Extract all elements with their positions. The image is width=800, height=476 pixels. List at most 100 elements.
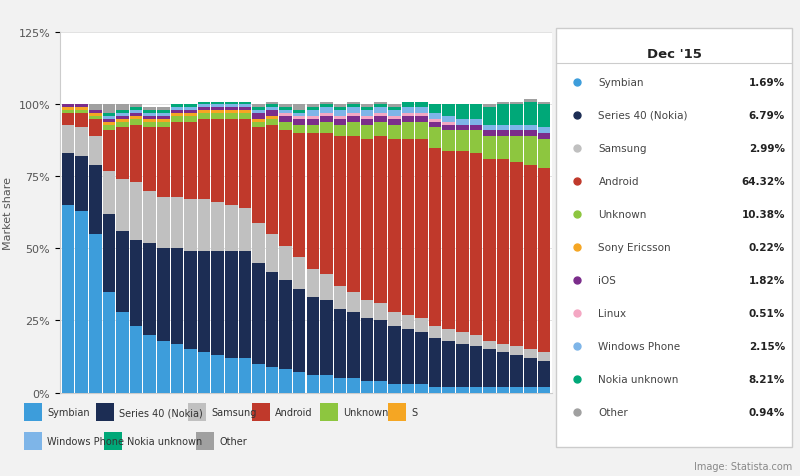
Bar bbox=[442, 122, 455, 125]
Bar bbox=[198, 105, 210, 108]
Y-axis label: Market share: Market share bbox=[3, 177, 13, 249]
Text: Symbian: Symbian bbox=[598, 78, 644, 88]
Bar bbox=[334, 105, 346, 108]
Bar bbox=[157, 119, 170, 122]
Bar bbox=[524, 131, 537, 137]
Bar bbox=[75, 128, 88, 157]
Bar bbox=[184, 200, 197, 252]
Bar bbox=[442, 387, 455, 393]
Text: Series 40 (Nokia): Series 40 (Nokia) bbox=[598, 110, 688, 120]
Bar bbox=[388, 105, 401, 108]
Bar bbox=[483, 341, 496, 349]
Bar bbox=[306, 134, 319, 269]
Bar bbox=[157, 108, 170, 111]
Bar bbox=[510, 105, 523, 125]
Bar bbox=[62, 108, 74, 111]
Bar bbox=[198, 108, 210, 111]
Bar bbox=[347, 114, 360, 117]
Bar bbox=[361, 119, 374, 125]
Bar bbox=[225, 102, 238, 105]
Bar bbox=[361, 381, 374, 393]
Bar bbox=[429, 338, 442, 387]
Bar bbox=[388, 327, 401, 384]
Bar bbox=[470, 387, 482, 393]
Bar bbox=[510, 163, 523, 347]
Bar bbox=[334, 378, 346, 393]
Bar bbox=[456, 105, 469, 119]
Bar bbox=[334, 119, 346, 125]
Bar bbox=[89, 105, 102, 111]
Bar bbox=[116, 122, 129, 128]
Text: Android: Android bbox=[598, 176, 639, 186]
Bar bbox=[130, 108, 142, 111]
Bar bbox=[524, 137, 537, 166]
Bar bbox=[388, 384, 401, 393]
Text: Unknown: Unknown bbox=[343, 407, 389, 417]
Bar bbox=[456, 344, 469, 387]
Bar bbox=[442, 105, 455, 117]
Bar bbox=[510, 347, 523, 355]
Bar bbox=[279, 122, 292, 131]
Bar bbox=[510, 102, 523, 105]
Bar bbox=[415, 102, 428, 108]
Text: 64.32%: 64.32% bbox=[742, 176, 785, 186]
Bar bbox=[470, 335, 482, 347]
Bar bbox=[347, 137, 360, 292]
Bar bbox=[293, 111, 306, 114]
Bar bbox=[306, 117, 319, 119]
Bar bbox=[157, 122, 170, 128]
Bar bbox=[524, 125, 537, 131]
Bar bbox=[524, 358, 537, 387]
Bar bbox=[170, 111, 183, 114]
Bar bbox=[374, 381, 387, 393]
Bar bbox=[429, 149, 442, 327]
Bar bbox=[429, 327, 442, 338]
Bar bbox=[211, 114, 224, 119]
Bar bbox=[415, 332, 428, 384]
Bar bbox=[293, 114, 306, 117]
Bar bbox=[483, 387, 496, 393]
Bar bbox=[116, 180, 129, 232]
Bar bbox=[538, 352, 550, 361]
Bar bbox=[211, 105, 224, 108]
Bar bbox=[266, 111, 278, 117]
Bar bbox=[225, 119, 238, 206]
Bar bbox=[170, 197, 183, 249]
Bar bbox=[143, 128, 156, 191]
Bar bbox=[293, 258, 306, 289]
Bar bbox=[483, 160, 496, 341]
Bar bbox=[374, 102, 387, 105]
Bar bbox=[170, 117, 183, 122]
Bar bbox=[198, 119, 210, 200]
Bar bbox=[470, 347, 482, 387]
Bar bbox=[320, 102, 333, 105]
Bar bbox=[293, 119, 306, 125]
Bar bbox=[510, 125, 523, 131]
Bar bbox=[130, 114, 142, 117]
Bar bbox=[442, 341, 455, 387]
Bar bbox=[130, 183, 142, 240]
Bar bbox=[75, 105, 88, 108]
Bar bbox=[279, 105, 292, 108]
Bar bbox=[130, 240, 142, 327]
Bar bbox=[170, 122, 183, 197]
Bar bbox=[184, 252, 197, 349]
Bar bbox=[374, 122, 387, 137]
Text: Linux: Linux bbox=[598, 308, 626, 318]
Text: Image: Statista.com: Image: Statista.com bbox=[694, 461, 792, 471]
Bar bbox=[429, 119, 442, 122]
Bar bbox=[388, 108, 401, 111]
Bar bbox=[62, 114, 74, 125]
Bar bbox=[320, 108, 333, 114]
Bar bbox=[470, 105, 482, 119]
Bar bbox=[347, 292, 360, 312]
Text: S: S bbox=[411, 407, 418, 417]
Bar bbox=[102, 125, 115, 131]
Bar bbox=[170, 108, 183, 111]
Text: Nokia unknown: Nokia unknown bbox=[127, 436, 202, 446]
Bar bbox=[429, 114, 442, 119]
Text: iOS: iOS bbox=[598, 275, 616, 285]
Bar bbox=[252, 122, 265, 128]
Bar bbox=[510, 355, 523, 387]
Bar bbox=[402, 108, 414, 114]
